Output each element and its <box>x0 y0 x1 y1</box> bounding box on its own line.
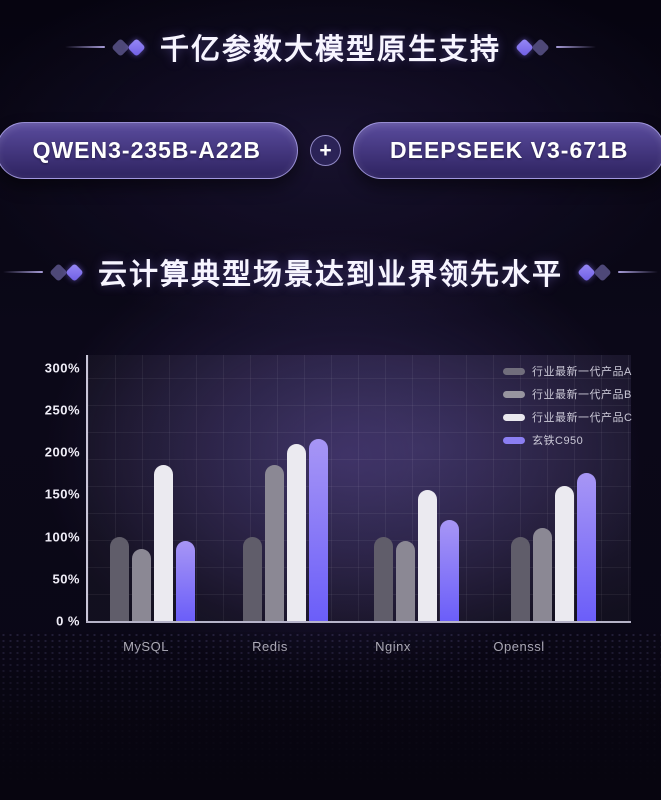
bar-group-mysql <box>110 355 195 621</box>
model-pills-row: QWEN3-235B-A22B + DEEPSEEK V3-671B <box>0 121 661 179</box>
model-chip-qwen: QWEN3-235B-A22B <box>0 121 299 179</box>
divider-line <box>2 271 43 273</box>
diamond-icon <box>65 262 84 282</box>
diamond-icon <box>111 37 130 57</box>
section1-title: 千亿参数大模型原生支持 <box>159 34 501 66</box>
legend-label: 行业最新一代产品C <box>532 412 633 424</box>
bar <box>533 528 552 621</box>
legend-label: 行业最新一代产品A <box>532 366 632 378</box>
y-tick-label: 50% <box>52 571 80 587</box>
bar <box>511 536 530 621</box>
bar-group-openssl <box>511 355 596 621</box>
chart-legend: 行业最新一代产品A 行业最新一代产品B 行业最新一代产品C 玄铁C950 <box>503 363 632 448</box>
bar <box>243 536 262 621</box>
bar <box>176 540 195 621</box>
plot-area: 行业最新一代产品A 行业最新一代产品B 行业最新一代产品C 玄铁C950 <box>86 355 632 623</box>
bar <box>132 549 151 621</box>
legend-swatch <box>503 390 525 398</box>
y-tick-label: 250% <box>44 402 80 418</box>
bar <box>555 485 574 621</box>
diamond-icon <box>593 262 612 282</box>
legend-item: 行业最新一代产品B <box>503 386 632 402</box>
diamond-icon <box>577 262 596 282</box>
y-tick-label: 150% <box>44 486 80 502</box>
diamond-icon <box>127 37 146 57</box>
benchmark-chart: 0 % 50% 100% 150% 200% 250% 300% 行业最新一代产品A 行业最新… <box>30 346 632 676</box>
plus-glyph: + <box>319 138 332 162</box>
model-chip-deepseek-label: DEEPSEEK V3-671B <box>390 136 629 163</box>
bar <box>287 443 306 621</box>
model-chip-deepseek: DEEPSEEK V3-671B <box>353 121 661 179</box>
bar <box>577 473 596 621</box>
legend-item: 行业最新一代产品C <box>503 409 632 425</box>
y-tick-label: 0 % <box>56 613 80 629</box>
section2-title-row: 云计算典型场景达到业界领先水平 <box>0 252 661 292</box>
bar-group-redis <box>243 355 328 621</box>
y-tick-label: 100% <box>44 529 80 545</box>
legend-swatch <box>503 413 525 421</box>
diamond-icon <box>531 37 550 57</box>
divider-line <box>64 46 105 48</box>
legend-swatch <box>503 367 525 375</box>
section2-title: 云计算典型场景达到业界领先水平 <box>97 259 563 291</box>
bar-group-nginx <box>374 355 459 621</box>
bar <box>396 540 415 621</box>
bar <box>418 490 437 621</box>
bar <box>374 536 393 621</box>
bar <box>440 519 459 621</box>
divider-line <box>556 46 596 48</box>
plus-icon: + <box>310 134 342 166</box>
bar <box>265 464 284 621</box>
divider-line <box>618 271 658 273</box>
y-tick-label: 200% <box>44 444 80 460</box>
legend-label: 行业最新一代产品B <box>532 389 632 401</box>
bar <box>110 536 129 621</box>
floor-texture <box>0 632 661 800</box>
diamond-icon <box>49 262 68 282</box>
y-axis-labels: 0 % 50% 100% 150% 200% 250% 300% <box>30 355 80 628</box>
x-axis-line <box>86 621 631 623</box>
diamond-icon <box>515 37 534 57</box>
bar <box>309 439 328 621</box>
y-tick-label: 300% <box>44 360 80 376</box>
legend-item: 玄铁C950 <box>503 432 632 448</box>
legend-item: 行业最新一代产品A <box>503 363 632 379</box>
y-axis-line <box>86 355 88 621</box>
legend-swatch <box>503 436 525 444</box>
model-chip-qwen-label: QWEN3-235B-A22B <box>32 136 262 163</box>
legend-label: 玄铁C950 <box>532 435 584 447</box>
bar <box>154 464 173 621</box>
section1-title-row: 千亿参数大模型原生支持 <box>0 27 661 67</box>
